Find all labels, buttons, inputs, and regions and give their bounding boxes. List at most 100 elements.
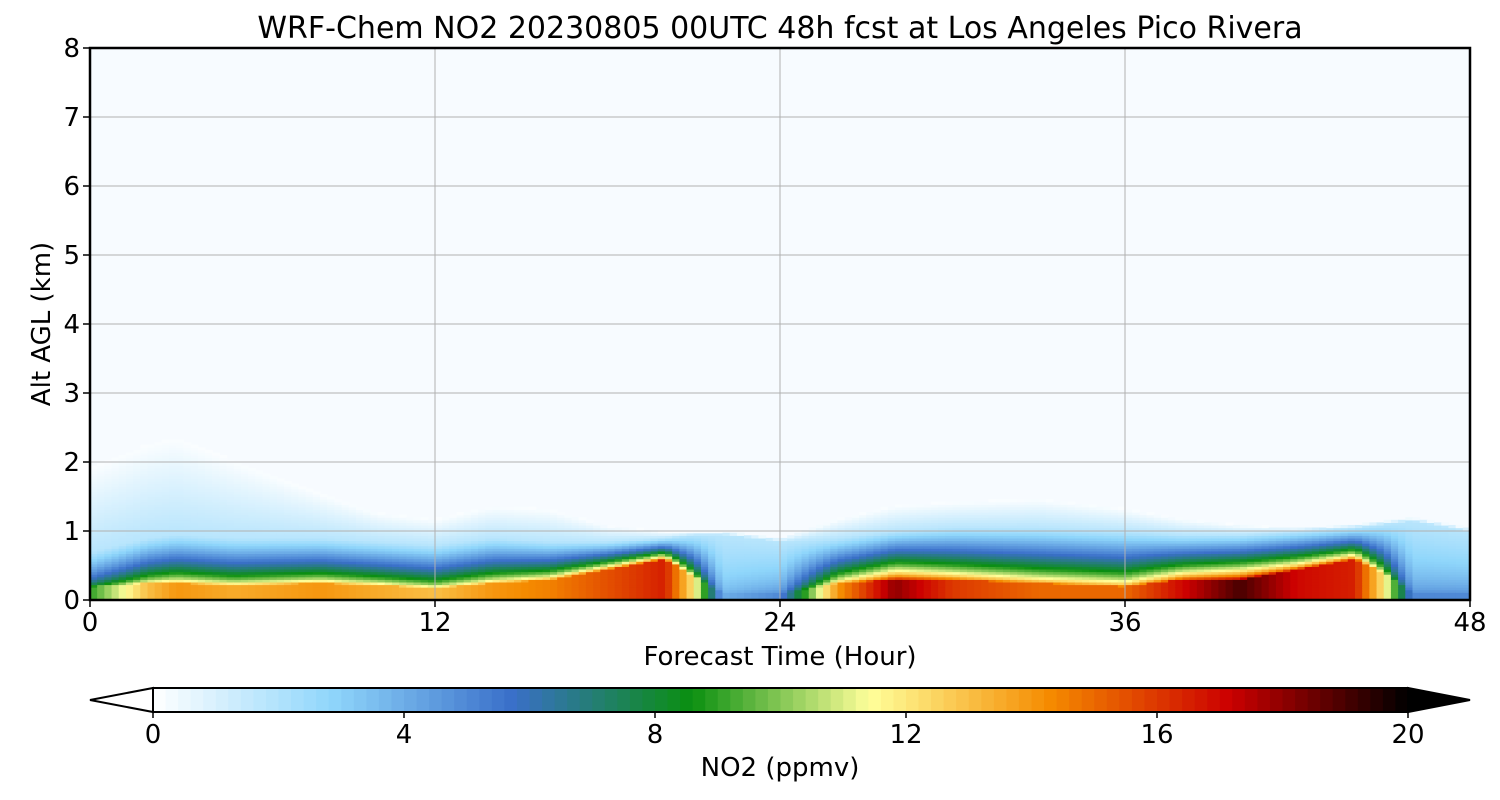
no2-cell xyxy=(966,556,975,560)
no2-cell xyxy=(959,561,968,565)
no2-cell xyxy=(521,576,530,580)
no2-cell xyxy=(140,579,149,583)
no2-cell xyxy=(154,444,163,448)
no2-cell xyxy=(830,571,839,575)
no2-cell xyxy=(909,597,918,600)
no2-cell xyxy=(348,556,357,560)
no2-cell xyxy=(125,527,134,531)
no2-cell xyxy=(140,597,149,600)
no2-cell xyxy=(470,587,479,591)
no2-cell xyxy=(370,561,379,565)
no2-cell xyxy=(197,556,206,560)
no2-cell xyxy=(542,524,551,529)
no2-cell xyxy=(1024,545,1033,549)
no2-cell xyxy=(952,548,961,552)
no2-cell xyxy=(276,506,285,511)
no2-cell xyxy=(212,496,220,500)
no2-cell xyxy=(161,491,170,495)
no2-cell xyxy=(449,576,458,580)
no2-cell xyxy=(391,527,400,531)
no2-cell xyxy=(442,571,450,575)
no2-cell xyxy=(772,548,781,552)
no2-cell xyxy=(291,566,300,570)
no2-cell xyxy=(176,587,185,591)
no2-cell xyxy=(715,537,724,542)
no2-cell xyxy=(442,587,450,591)
no2-cell xyxy=(197,579,206,583)
no2-cell xyxy=(722,535,731,539)
no2-cell xyxy=(686,594,695,599)
no2-cell xyxy=(485,556,494,560)
no2-cell xyxy=(485,581,494,586)
no2-cell xyxy=(363,532,371,536)
no2-cell xyxy=(859,584,867,588)
no2-cell xyxy=(873,532,882,536)
no2-cell xyxy=(851,558,860,562)
no2-cell xyxy=(449,553,458,557)
no2-cell xyxy=(930,576,939,580)
no2-cell xyxy=(636,527,645,531)
no2-cell xyxy=(154,447,163,451)
no2-cell xyxy=(391,597,400,600)
no2-cell xyxy=(205,509,213,513)
no2-cell xyxy=(535,517,544,521)
no2-cell xyxy=(320,553,328,557)
no2-cell xyxy=(650,543,659,547)
no2-cell xyxy=(772,597,781,600)
no2-cell xyxy=(312,514,321,518)
no2-cell xyxy=(837,517,846,521)
no2-cell xyxy=(118,540,127,544)
no2-cell xyxy=(133,452,141,456)
no2-cell xyxy=(715,589,724,593)
no2-cell xyxy=(312,548,321,552)
no2-cell xyxy=(284,568,292,573)
no2-cell xyxy=(643,530,652,534)
no2-cell xyxy=(197,558,206,562)
no2-cell xyxy=(679,563,688,567)
no2-cell xyxy=(492,584,501,588)
no2-cell xyxy=(679,579,688,583)
no2-cell xyxy=(111,540,120,544)
no2-cell xyxy=(140,548,149,552)
no2-cell xyxy=(104,535,113,539)
no2-cell xyxy=(744,571,752,575)
no2-cell xyxy=(190,581,199,586)
no2-cell xyxy=(930,519,939,523)
no2-cell xyxy=(320,512,328,516)
no2-cell xyxy=(147,512,156,516)
no2-cell xyxy=(248,524,256,529)
no2-cell xyxy=(593,556,601,560)
no2-cell xyxy=(197,475,206,479)
no2-cell xyxy=(449,543,458,547)
no2-cell xyxy=(974,540,982,544)
no2-cell xyxy=(1002,566,1011,570)
no2-cell xyxy=(571,556,580,560)
no2-cell xyxy=(154,468,163,472)
no2-cell xyxy=(607,532,616,536)
no2-cell xyxy=(751,592,760,596)
no2-cell xyxy=(665,579,673,583)
no2-cell xyxy=(909,589,918,593)
no2-cell xyxy=(399,597,407,600)
no2-cell xyxy=(506,584,515,588)
no2-cell xyxy=(248,504,256,508)
no2-cell xyxy=(765,561,774,565)
no2-cell xyxy=(506,522,515,526)
no2-cell xyxy=(391,579,400,583)
no2-cell xyxy=(97,532,105,536)
no2-cell xyxy=(571,566,580,570)
no2-cell xyxy=(154,501,163,505)
no2-cell xyxy=(363,556,371,560)
no2-cell xyxy=(1017,537,1025,542)
no2-cell xyxy=(298,592,307,596)
no2-cell xyxy=(154,522,163,526)
no2-cell xyxy=(578,576,587,580)
no2-cell xyxy=(542,540,551,544)
no2-cell xyxy=(528,543,537,547)
no2-cell xyxy=(341,527,350,531)
no2-cell xyxy=(334,509,343,513)
no2-cell xyxy=(521,545,530,549)
no2-cell xyxy=(212,488,220,492)
no2-cell xyxy=(729,545,738,549)
no2-cell xyxy=(219,597,228,600)
